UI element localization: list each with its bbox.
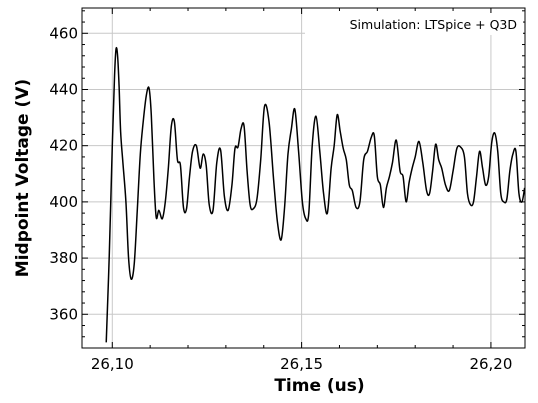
y-tick-label: 420 <box>49 137 78 155</box>
y-tick-label: 400 <box>49 193 78 211</box>
y-tick-label: 360 <box>49 305 78 323</box>
plot-frame <box>81 7 526 349</box>
series-line <box>105 46 525 343</box>
plot-area <box>105 46 525 343</box>
grid <box>82 8 525 348</box>
x-tick-label: 26,20 <box>469 355 512 373</box>
legend-box <box>305 13 523 35</box>
y-axis-title: Midpoint Voltage (V) <box>13 79 33 277</box>
y-tick-label: 380 <box>49 249 78 267</box>
x-axis-title: Time (us) <box>274 376 364 396</box>
y-tick-label: 460 <box>49 24 78 42</box>
x-tick-label: 26,15 <box>280 355 323 373</box>
y-tick-label: 440 <box>49 80 78 98</box>
x-tick-label: 26,10 <box>91 355 134 373</box>
legend-text: Simulation: LTSpice + Q3D <box>350 17 517 32</box>
tick-labels: 360 380 400 420 440 460 26,10 26,15 26,20 <box>49 24 512 373</box>
legend: Simulation: LTSpice + Q3D <box>305 13 523 35</box>
